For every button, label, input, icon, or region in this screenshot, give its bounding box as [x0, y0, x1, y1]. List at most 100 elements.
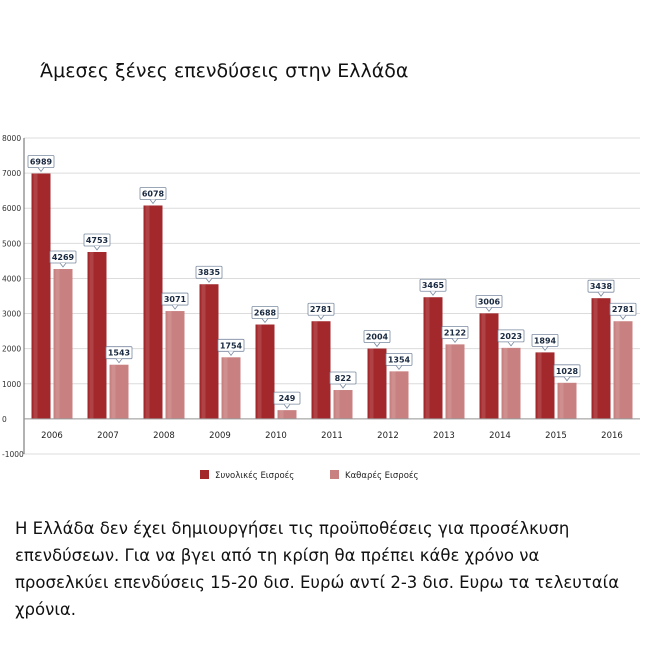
bar-highlight	[481, 313, 486, 419]
bar-highlight	[593, 298, 598, 419]
data-label: 2781	[612, 305, 635, 314]
x-tick-label: 2012	[377, 431, 399, 441]
bar-total-inflows	[367, 348, 387, 419]
x-tick-label: 2014	[489, 431, 511, 441]
bar-highlight	[279, 410, 284, 419]
bar-total-inflows	[199, 284, 219, 419]
data-label: 6989	[30, 157, 53, 166]
value-callout-pointer	[37, 167, 45, 173]
y-tick-label: 6000	[2, 204, 21, 213]
legend: Συνολικές Εισροές Καθαρές Εισροές	[200, 470, 418, 481]
data-label: 2688	[254, 309, 277, 318]
bar-highlight	[369, 348, 374, 419]
x-tick-label: 2015	[545, 431, 567, 441]
legend-label: Συνολικές Εισροές	[215, 470, 294, 481]
bar-highlight	[201, 284, 206, 419]
data-label: 1543	[108, 349, 130, 358]
value-callout-pointer	[205, 277, 213, 283]
y-tick-label: 8000	[2, 134, 21, 143]
data-label: 249	[279, 394, 296, 403]
value-callout	[587, 279, 615, 293]
bar-total-inflows	[255, 324, 275, 419]
value-callout-pointer	[339, 383, 347, 389]
bar-net-inflows	[333, 390, 353, 419]
value-callout-pointer	[115, 358, 123, 364]
x-tick-label: 2016	[601, 431, 623, 441]
data-label: 1354	[388, 355, 411, 364]
x-tick-label: 2008	[153, 431, 175, 441]
value-callout	[307, 302, 335, 316]
value-callout-pointer	[507, 341, 515, 347]
caption-text: Η Ελλάδα δεν έχει δημιουργήσει τις προϋπ…	[15, 519, 620, 619]
bar-highlight	[335, 390, 340, 419]
data-label: 2023	[500, 332, 522, 341]
bar-highlight	[313, 321, 318, 419]
bar-highlight	[447, 344, 452, 419]
bar-chart: 6989 4269 4753 1543 6078 3071 3835 1754 2688 249 2…	[2, 134, 640, 481]
data-label: 822	[335, 374, 352, 383]
data-label: 3835	[198, 268, 221, 277]
bars-layer	[31, 173, 633, 419]
value-callout-pointer	[541, 346, 549, 352]
x-tick-label: 2010	[265, 431, 287, 441]
y-tick-label: 4000	[2, 274, 21, 283]
bar-highlight	[33, 173, 38, 419]
bar-total-inflows	[87, 252, 107, 419]
bar-net-inflows	[501, 347, 521, 419]
data-label: 2781	[310, 305, 333, 314]
x-tick-label: 2006	[41, 431, 63, 441]
value-callout-pointer	[395, 365, 403, 371]
data-label: 4269	[52, 253, 75, 262]
value-callout-pointer	[373, 342, 381, 348]
value-callout-pointer	[429, 290, 437, 296]
bar-total-inflows	[311, 321, 331, 419]
bar-highlight	[167, 311, 172, 419]
bar-highlight	[89, 252, 94, 419]
value-callout-pointer	[451, 338, 459, 344]
value-callout-pointer	[485, 307, 493, 313]
bar-highlight	[425, 297, 430, 419]
value-callout-pointer	[171, 304, 179, 310]
bar-highlight	[145, 205, 150, 419]
y-tick-label: -1000	[2, 450, 24, 459]
value-callout-pointer	[597, 291, 605, 297]
value-callout-pointer	[619, 315, 627, 320]
x-tick-label: 2007	[97, 431, 119, 441]
y-tick-label: 5000	[2, 239, 21, 248]
bar-net-inflows	[53, 268, 73, 419]
y-tick-label: 1000	[2, 380, 21, 389]
bar-net-inflows	[165, 311, 185, 419]
bar-highlight	[615, 321, 620, 419]
labels-layer: 6989 4269 4753 1543 6078 3071 3835 1754 2688 249 2…	[27, 155, 637, 409]
legend-swatch	[330, 470, 339, 479]
data-label: 1754	[220, 341, 243, 350]
value-callout-pointer	[283, 403, 291, 409]
data-label: 1028	[556, 367, 579, 376]
bar-total-inflows	[591, 298, 611, 419]
data-label: 6078	[142, 189, 165, 198]
value-callout-pointer	[149, 199, 157, 205]
bar-total-inflows	[479, 313, 499, 419]
bar-highlight	[559, 382, 564, 419]
bar-total-inflows	[31, 173, 51, 419]
bar-highlight	[391, 371, 396, 419]
bar-highlight	[111, 364, 116, 419]
bar-net-inflows	[109, 364, 129, 419]
bar-highlight	[503, 347, 508, 419]
bar-highlight	[257, 324, 262, 419]
bar-highlight	[537, 352, 542, 419]
data-label: 3006	[478, 297, 501, 306]
axis-layer: -1000 0 1000 2000 3000 4000 5000 6000 7000 8000 20…	[2, 134, 640, 459]
legend-swatch	[200, 470, 209, 479]
data-label: 2122	[444, 328, 466, 337]
value-callout-pointer	[59, 262, 67, 268]
legend-label: Καθαρές Εισροές	[345, 470, 418, 481]
data-label: 3071	[164, 295, 187, 304]
x-tick-label: 2011	[321, 431, 343, 441]
data-label: 1894	[534, 336, 557, 345]
data-label: 2004	[366, 333, 389, 342]
value-callout	[27, 155, 55, 168]
data-label: 4753	[86, 236, 108, 245]
y-tick-label: 7000	[2, 169, 21, 178]
bar-net-inflows	[445, 344, 465, 419]
